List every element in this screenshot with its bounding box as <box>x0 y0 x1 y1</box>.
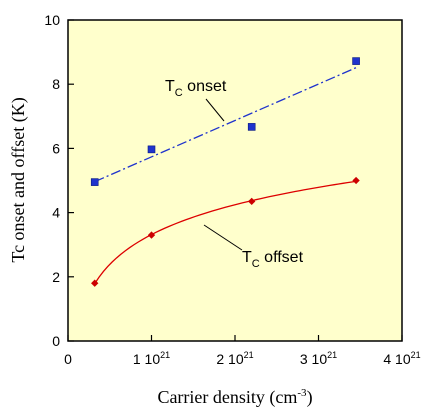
y-tick-label: 8 <box>52 76 60 92</box>
y-tick-label: 10 <box>44 12 60 28</box>
x-tick-label: 1 1021 <box>133 350 170 367</box>
x-tick-label: 4 1021 <box>383 350 420 367</box>
point-offset <box>248 197 256 206</box>
annotation-onset: TC onset <box>165 78 227 99</box>
y-tick-label: 4 <box>52 205 60 221</box>
annotation-onset-leader <box>205 98 225 122</box>
annotation-offset: TC offset <box>242 249 304 270</box>
point-offset <box>352 176 360 185</box>
point-onset <box>352 57 360 65</box>
point-onset <box>90 178 99 186</box>
annotation-offset-leader <box>203 224 243 251</box>
fit-curve-offset <box>94 180 357 284</box>
y-tick-label: 6 <box>52 140 60 156</box>
x-tick-label: 0 <box>64 351 72 367</box>
y-tick-label: 2 <box>52 269 60 285</box>
x-axis-title: Carrier density (cm-3) <box>157 387 312 408</box>
point-onset <box>147 145 156 154</box>
point-offset <box>147 231 156 239</box>
plot-area <box>67 19 403 342</box>
y-tick-label: 0 <box>52 333 60 349</box>
x-tick-label: 3 1021 <box>300 350 337 367</box>
x-tick-label: 2 1021 <box>216 350 253 367</box>
point-onset <box>247 123 256 131</box>
point-offset <box>91 279 99 287</box>
y-axis-title: Tc onset and offset (K) <box>8 97 29 262</box>
fit-line-onset <box>94 67 357 183</box>
